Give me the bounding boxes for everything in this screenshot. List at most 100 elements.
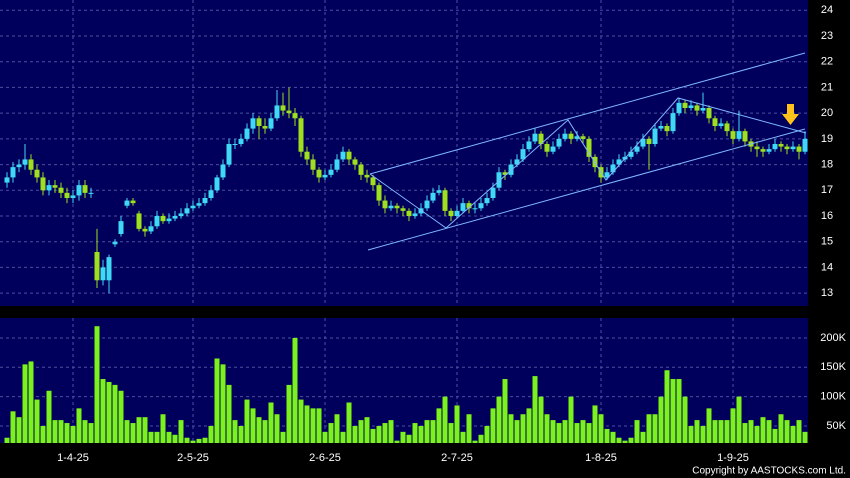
volume-bar	[676, 379, 682, 443]
candle-body	[274, 105, 280, 119]
candle-body	[310, 159, 316, 170]
candle-body	[88, 192, 94, 194]
volume-bar	[352, 425, 358, 443]
volume-bar	[460, 431, 466, 443]
volume-bar	[160, 414, 166, 443]
volume-bar	[154, 431, 160, 443]
volume-bar	[622, 440, 628, 443]
volume-bar	[454, 405, 460, 443]
volume-bar	[778, 414, 784, 443]
volume-bar	[58, 420, 64, 443]
volume-bar	[478, 434, 484, 443]
candle-body	[250, 118, 256, 129]
candle-body	[520, 149, 526, 160]
volume-bar	[658, 396, 664, 443]
volume-bar	[208, 425, 214, 443]
volume-bar	[790, 425, 796, 443]
candle-body	[586, 138, 592, 157]
candle-body	[40, 177, 46, 191]
candle-body	[580, 136, 586, 139]
grid	[0, 0, 808, 443]
volume-bar	[568, 396, 574, 443]
y-tick-label: 200K	[820, 332, 846, 344]
candle-body	[526, 141, 532, 150]
y-tick-label: 24	[821, 4, 833, 16]
candle-body	[46, 185, 52, 191]
volume-bar	[316, 408, 322, 443]
candle-body	[670, 113, 676, 132]
volume-bar	[682, 396, 688, 443]
volume-bar	[424, 420, 430, 443]
y-tick-label: 21	[821, 81, 833, 93]
candle-body	[142, 228, 148, 232]
candle-body	[562, 133, 568, 139]
candle-body	[472, 208, 478, 210]
volume-bar	[136, 417, 142, 443]
candle-body	[220, 164, 226, 178]
volume-bar	[418, 425, 424, 443]
volume-bar	[16, 417, 22, 443]
volume-bar	[94, 326, 100, 443]
candle-body	[574, 136, 580, 139]
candle-body	[154, 216, 160, 227]
candle-body	[268, 118, 274, 129]
volume-bar	[670, 379, 676, 443]
volume-bar	[232, 420, 238, 443]
volume-bar	[250, 408, 256, 443]
candle-body	[208, 190, 214, 198]
volume-bar	[544, 414, 550, 443]
volume-bar	[28, 361, 34, 443]
candle-body	[328, 169, 334, 175]
candle-body	[502, 172, 508, 175]
volume-bar	[88, 423, 94, 443]
volume-bar	[466, 414, 472, 443]
volume-bar	[652, 414, 658, 443]
candle-body	[196, 203, 202, 206]
volume-bar	[142, 417, 148, 443]
candle-body	[226, 144, 232, 165]
candle-body	[454, 210, 460, 216]
volume-bar	[286, 384, 292, 443]
volume-bar	[166, 431, 172, 443]
volume-bar	[616, 437, 622, 443]
volume-bar	[238, 425, 244, 443]
candle-body	[64, 192, 70, 198]
candle-body	[718, 123, 724, 126]
candle-body	[232, 144, 238, 145]
candle-body	[460, 203, 466, 211]
volume-bar	[82, 420, 88, 443]
candle-body	[388, 205, 394, 209]
volume-bar	[382, 423, 388, 443]
candle-body	[112, 241, 118, 245]
volume-bar	[52, 420, 58, 443]
candle-body	[640, 138, 646, 147]
candle-body	[700, 108, 706, 111]
candle-body	[412, 213, 418, 216]
candle-body	[478, 203, 484, 209]
candle-body	[724, 123, 730, 132]
candle-body	[790, 146, 796, 150]
candle-body	[340, 151, 346, 160]
x-tick-label: 1-9-25	[717, 452, 749, 464]
volume-bar	[538, 396, 544, 443]
volume-bar	[376, 425, 382, 443]
candle-body	[346, 151, 352, 160]
volume-bar	[766, 420, 772, 443]
candle-body	[70, 195, 76, 198]
candle-body	[556, 138, 562, 147]
candle-body	[190, 205, 196, 209]
candle-body	[442, 190, 448, 211]
candle-body	[802, 138, 808, 152]
candle-body	[364, 174, 370, 178]
candle-body	[424, 200, 430, 209]
volume-bar	[502, 379, 508, 443]
candle-body	[604, 172, 610, 178]
candle-body	[406, 210, 412, 216]
candle-body	[448, 210, 454, 216]
volume-bar	[346, 402, 352, 443]
volume-bar	[400, 431, 406, 443]
volume-bar	[598, 414, 604, 443]
candle-body	[166, 218, 172, 222]
x-tick-label: 2-6-25	[309, 452, 341, 464]
candle-body	[754, 146, 760, 150]
